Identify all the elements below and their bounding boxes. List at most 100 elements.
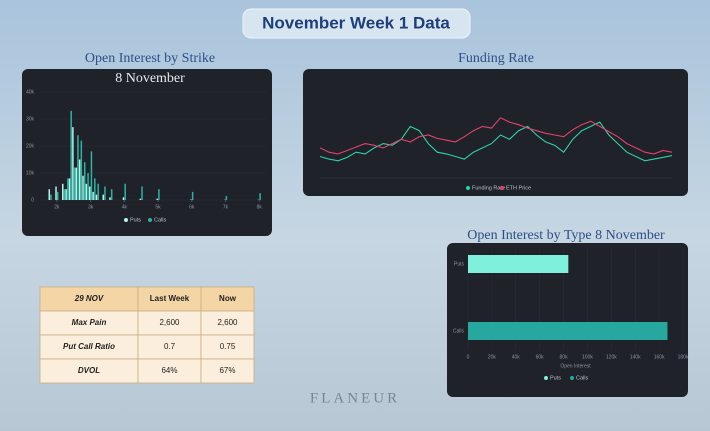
table-text: 67% bbox=[219, 366, 235, 375]
bar bbox=[109, 197, 111, 200]
strike-panel bbox=[22, 69, 272, 236]
bar bbox=[68, 178, 71, 200]
legend-swatch bbox=[544, 376, 548, 380]
bar bbox=[87, 173, 89, 200]
bar bbox=[97, 183, 99, 200]
bar bbox=[94, 178, 96, 200]
y-tick-label: 10k bbox=[26, 170, 35, 176]
legend-label: ETH Price bbox=[506, 185, 531, 191]
bar bbox=[191, 191, 194, 200]
x-tick-label: 6k bbox=[189, 204, 195, 210]
table-header: Last Week bbox=[150, 294, 190, 303]
x-tick-label: 5k bbox=[155, 204, 161, 210]
bar bbox=[63, 189, 66, 200]
table-cell bbox=[200, 358, 255, 384]
x-tick-label: 8k bbox=[257, 204, 263, 210]
bar bbox=[80, 140, 83, 200]
bar bbox=[78, 159, 81, 200]
bar bbox=[65, 189, 67, 200]
funding-panel bbox=[303, 69, 688, 196]
bar bbox=[259, 193, 261, 200]
bar bbox=[55, 186, 57, 200]
x-tick-label: 60k bbox=[536, 354, 545, 360]
x-tick-label: 180k bbox=[678, 354, 689, 360]
x-tick-label: 160k bbox=[654, 354, 665, 360]
legend-swatch bbox=[570, 376, 574, 380]
bar bbox=[139, 198, 142, 200]
legend-label: Calls bbox=[154, 217, 166, 223]
table-cell bbox=[39, 334, 139, 360]
table-cell bbox=[200, 334, 255, 360]
table-text: 64% bbox=[161, 366, 177, 375]
x-axis-label: Open Interest bbox=[560, 363, 591, 369]
table-header: 29 NOV bbox=[74, 294, 104, 303]
title-banner bbox=[242, 8, 471, 39]
x-tick-label: 4k bbox=[122, 204, 128, 210]
line bbox=[319, 117, 673, 155]
table-cell bbox=[137, 358, 202, 384]
x-tick-label: 40k bbox=[512, 354, 521, 360]
legend-label: Calls bbox=[576, 375, 588, 381]
chart-subtitle: 8 November bbox=[115, 71, 185, 86]
table-text: 0.7 bbox=[164, 342, 176, 351]
y-tick-label: 0 bbox=[31, 197, 34, 203]
x-tick-label: 120k bbox=[606, 354, 617, 360]
chart-title: Funding Rate bbox=[458, 51, 534, 66]
line bbox=[319, 121, 673, 162]
y-tick-label: Calls bbox=[453, 328, 465, 334]
table-text: DVOL bbox=[78, 366, 100, 375]
legend-swatch bbox=[148, 218, 152, 222]
chart-title: Open Interest by Type 8 November bbox=[467, 228, 665, 243]
table-header: Now bbox=[219, 294, 237, 303]
bar bbox=[85, 183, 88, 200]
bar bbox=[75, 167, 78, 200]
table-cell bbox=[39, 358, 139, 384]
bar bbox=[88, 186, 91, 200]
y-tick-label: Puts bbox=[454, 261, 465, 267]
legend-swatch bbox=[466, 186, 470, 190]
legend-swatch bbox=[124, 218, 128, 222]
bar bbox=[62, 183, 64, 200]
bar bbox=[190, 199, 192, 200]
bar bbox=[122, 197, 125, 200]
bar bbox=[50, 194, 52, 200]
bar bbox=[124, 183, 126, 200]
table-cell bbox=[200, 310, 255, 336]
table-text: Put Call Ratio bbox=[63, 342, 115, 351]
bar bbox=[77, 135, 79, 200]
watermark: FLANEUR bbox=[310, 390, 400, 406]
chart-title: Open Interest by Strike bbox=[85, 51, 215, 66]
bar bbox=[141, 186, 143, 200]
x-tick-label: 100k bbox=[582, 354, 593, 360]
table-text: 2,600 bbox=[159, 318, 180, 327]
bar bbox=[468, 322, 668, 340]
bar bbox=[56, 191, 59, 200]
table-text: 2,600 bbox=[217, 318, 238, 327]
x-tick-label: 140k bbox=[630, 354, 641, 360]
bar bbox=[102, 194, 104, 200]
legend-label: Puts bbox=[550, 375, 561, 381]
x-tick-label: 3k bbox=[88, 204, 94, 210]
x-tick-label: 20k bbox=[488, 354, 497, 360]
table-cell bbox=[137, 334, 202, 360]
bar bbox=[95, 194, 98, 200]
table-text: Max Pain bbox=[72, 318, 107, 327]
y-tick-label: 40k bbox=[26, 89, 35, 95]
bar bbox=[72, 127, 74, 200]
y-tick-label: 30k bbox=[26, 116, 35, 122]
x-tick-label: 7k bbox=[223, 204, 229, 210]
bar bbox=[82, 175, 84, 200]
bar bbox=[92, 191, 94, 200]
bar bbox=[468, 255, 569, 273]
bar bbox=[225, 195, 228, 200]
table-cell bbox=[137, 310, 202, 336]
legend-label: Funding Rate bbox=[472, 185, 505, 191]
x-tick-label: 0 bbox=[467, 354, 470, 360]
bar bbox=[104, 186, 106, 200]
table-text: 0.75 bbox=[220, 342, 236, 351]
x-tick-label: 80k bbox=[560, 354, 569, 360]
bar bbox=[110, 189, 113, 200]
bar bbox=[83, 162, 86, 200]
page-title: November Week 1 Data bbox=[262, 13, 450, 32]
